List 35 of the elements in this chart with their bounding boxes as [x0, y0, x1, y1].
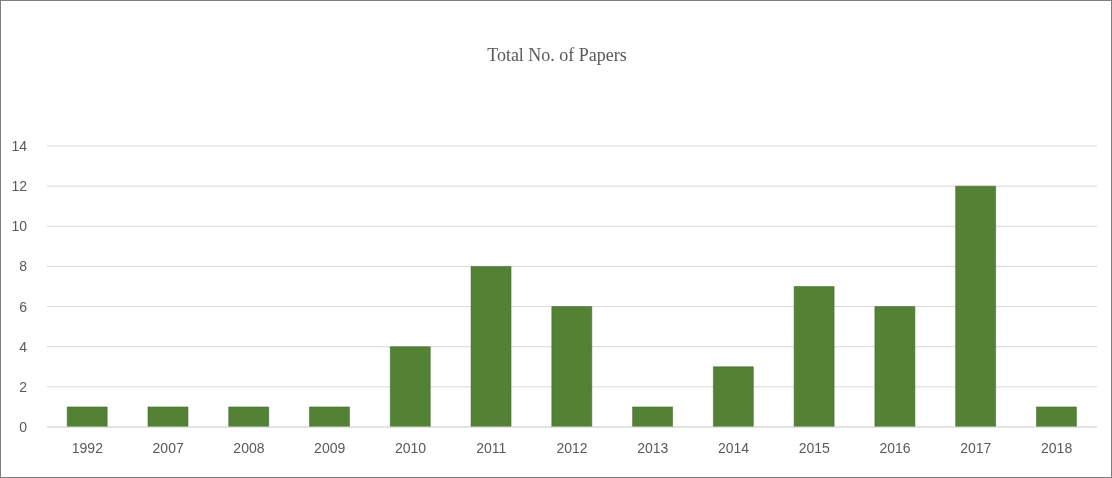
y-tick-label: 0: [19, 418, 28, 435]
bar: [713, 366, 754, 427]
x-tick-label: 2018: [1041, 439, 1073, 456]
y-tick-label: 6: [19, 298, 28, 315]
x-tick-label: 2015: [798, 439, 831, 456]
bar: [66, 406, 108, 427]
y-tick-label: 12: [11, 178, 28, 195]
x-tick-label: 2013: [637, 439, 669, 456]
x-tick-label: 2010: [394, 439, 427, 456]
bar: [147, 406, 189, 427]
bar: [228, 406, 269, 427]
bar: [470, 266, 512, 427]
x-tick-label: 2017: [960, 439, 992, 456]
bar: [874, 306, 916, 427]
x-tick-label: 2007: [152, 439, 184, 456]
y-tick-label: 4: [19, 338, 28, 355]
chart-title: Total No. of Papers: [486, 45, 628, 66]
bar: [551, 306, 593, 427]
x-tick-label: 2012: [556, 439, 588, 456]
bar: [309, 406, 350, 427]
x-tick-label: 2011: [476, 439, 507, 456]
bar: [632, 406, 673, 427]
bar: [955, 185, 996, 427]
x-tick-label: 2008: [233, 439, 265, 456]
y-tick-label: 10: [11, 218, 28, 235]
y-tick-label: 8: [19, 258, 28, 275]
y-tick-label: 14: [11, 137, 28, 154]
x-tick-label: 2016: [879, 439, 911, 456]
x-tick-label: 2014: [717, 439, 750, 456]
x-tick-label: 1992: [71, 439, 104, 456]
bar: [390, 346, 431, 427]
x-tick-label: 2009: [314, 439, 346, 456]
bar: [793, 286, 835, 427]
y-tick-label: 2: [19, 378, 28, 395]
bar: [1036, 406, 1077, 427]
